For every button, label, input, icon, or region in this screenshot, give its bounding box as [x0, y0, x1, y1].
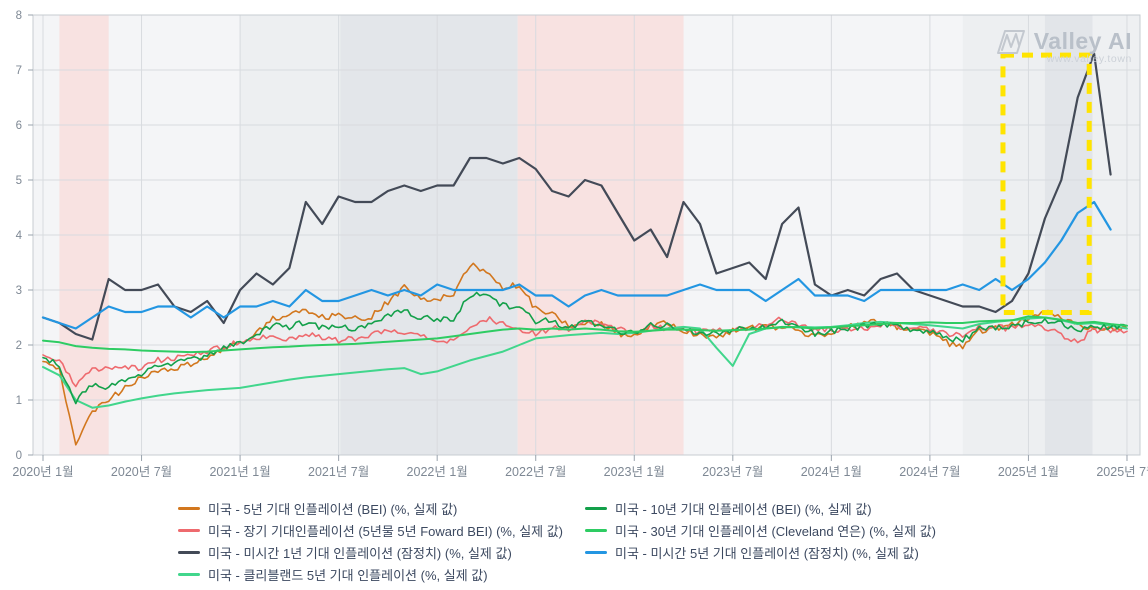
y-tick-label: 2 [16, 340, 22, 352]
legend-swatch [178, 528, 200, 532]
y-tick-label: 3 [16, 285, 22, 297]
x-tick-label: 2023년 7월 [702, 465, 763, 479]
x-tick-label: 2025년 1월 [998, 465, 1059, 479]
legend-swatch [178, 550, 200, 554]
x-tick-label: 2020년 7월 [111, 465, 172, 479]
series-line-3 [42, 316, 1128, 409]
legend-swatch [585, 506, 607, 510]
legend-swatch [585, 550, 607, 554]
x-tick-label: 2022년 1월 [407, 465, 468, 479]
legend-item-series-4[interactable]: 미국 - 10년 기대 인플레이션 (BEI) (%, 실제 값) [585, 497, 936, 519]
series-line-6 [41, 200, 1112, 330]
legend-label: 미국 - 미시간 1년 기대 인플레이션 (잠정치) (%, 실제 값) [208, 545, 512, 561]
series-line-1 [42, 316, 1128, 388]
legend-column-1: 미국 - 5년 기대 인플레이션 (BEI) (%, 실제 값) 미국 - 장기 … [178, 497, 563, 585]
legend-swatch [585, 528, 607, 532]
x-tick-label: 2021년 7월 [308, 465, 369, 479]
x-tick-label: 2022년 7월 [505, 465, 566, 479]
legend-item-series-0[interactable]: 미국 - 5년 기대 인플레이션 (BEI) (%, 실제 값) [178, 497, 563, 519]
legend-swatch [178, 506, 200, 510]
x-axis-labels: 2020년 1월 2020년 7월 2021년 1월 2021년 7월 2022년 1월… [12, 455, 1148, 479]
x-tick-label: 2024년 7월 [899, 465, 960, 479]
legend-label: 미국 - 클리블랜드 5년 기대 인플레이션 (%, 실제 값) [208, 567, 488, 583]
legend-label: 미국 - 30년 기대 인플레이션 (Cleveland 연은) (%, 실제 … [615, 523, 936, 539]
x-tick-label: 2020년 1월 [12, 465, 73, 479]
x-tick-label: 2021년 1월 [209, 465, 270, 479]
y-tick-label: 8 [16, 10, 22, 22]
y-tick-label: 7 [16, 65, 22, 77]
legend-label: 미국 - 10년 기대 인플레이션 (BEI) (%, 실제 값) [615, 501, 872, 517]
legend-item-series-6[interactable]: 미국 - 미시간 5년 기대 인플레이션 (잠정치) (%, 실제 값) [585, 541, 936, 563]
legend-item-series-1[interactable]: 미국 - 장기 기대인플레이션 (5년물 5년 Foward BEI) (%, … [178, 519, 563, 541]
series-line-4 [42, 291, 1128, 405]
series-lines [41, 52, 1128, 446]
chart-legend: 미국 - 5년 기대 인플레이션 (BEI) (%, 실제 값) 미국 - 장기 … [0, 497, 1148, 589]
legend-column-2: 미국 - 10년 기대 인플레이션 (BEI) (%, 실제 값) 미국 - 30… [585, 497, 936, 563]
y-tick-label: 5 [16, 175, 22, 187]
y-tick-label: 6 [16, 120, 22, 132]
legend-swatch [178, 572, 200, 576]
yellow-dashed-highlight-box [1000, 52, 1092, 316]
x-tick-label: 2025년 7월 [1096, 465, 1148, 479]
y-tick-label: 4 [16, 230, 23, 242]
legend-item-series-2[interactable]: 미국 - 미시간 1년 기대 인플레이션 (잠정치) (%, 실제 값) [178, 541, 563, 563]
legend-label: 미국 - 장기 기대인플레이션 (5년물 5년 Foward BEI) (%, … [208, 523, 564, 539]
y-tick-label: 1 [16, 395, 22, 407]
legend-item-series-5[interactable]: 미국 - 30년 기대 인플레이션 (Cleveland 연은) (%, 실제 … [585, 519, 936, 541]
inflation-expectations-chart: 2020년 1월 2020년 7월 2021년 1월 2021년 7월 2022년 1월… [12, 10, 1148, 479]
y-tick-label: 0 [16, 450, 22, 462]
x-tick-label: 2023년 1월 [604, 465, 665, 479]
x-tick-label: 2024년 1월 [801, 465, 862, 479]
legend-item-series-3[interactable]: 미국 - 클리블랜드 5년 기대 인플레이션 (%, 실제 값) [178, 563, 563, 585]
series-line-2 [41, 52, 1112, 341]
legend-label: 미국 - 5년 기대 인플레이션 (BEI) (%, 실제 값) [208, 501, 458, 517]
y-axis-labels: 0 1 2 3 4 5 6 7 8 [16, 10, 33, 462]
legend-label: 미국 - 미시간 5년 기대 인플레이션 (잠정치) (%, 실제 값) [615, 545, 919, 561]
series-line-5 [42, 315, 1128, 354]
